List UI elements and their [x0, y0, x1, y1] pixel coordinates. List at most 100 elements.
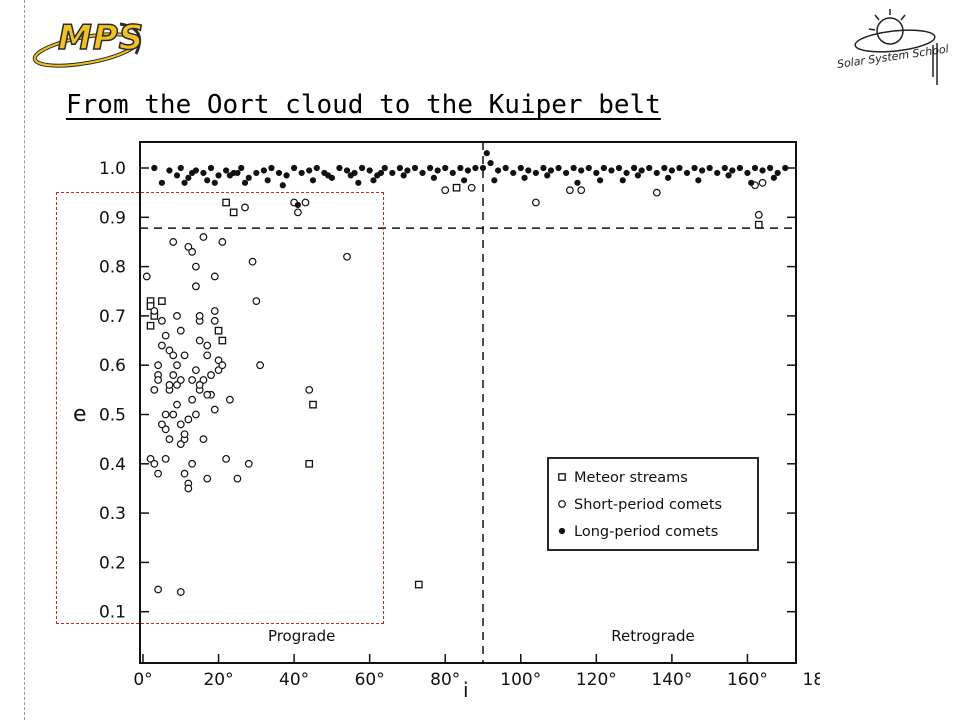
x-tick-label: 0° [133, 670, 152, 690]
mps-logo-icon [32, 22, 141, 68]
long-period-comets-point [547, 167, 555, 174]
long-period-comets-point [578, 167, 585, 174]
meteor-streams-point [146, 321, 155, 330]
long-period-comets-point [325, 172, 332, 179]
long-period-comets-point [404, 167, 411, 174]
highlight-box [56, 192, 384, 624]
short-period-comets-point [214, 356, 223, 365]
long-period-comets-point [759, 167, 766, 174]
meteor-streams-point [305, 459, 314, 468]
short-period-comets-point [169, 371, 178, 379]
long-period-comets-point [381, 164, 388, 172]
long-period-comets-point [774, 169, 781, 177]
long-period-comets-point [430, 174, 437, 181]
long-period-comets-point [521, 174, 528, 181]
long-period-comets-point [574, 179, 581, 186]
long-period-comets-point [479, 164, 487, 172]
long-period-comets-point [268, 164, 275, 172]
long-period-comets-point [226, 172, 233, 179]
short-period-comets-point [157, 420, 166, 429]
long-period-comets-point [699, 167, 706, 174]
short-period-comets-point [150, 385, 159, 394]
y-tick-label: 0.2 [99, 553, 126, 573]
short-period-comets-point [191, 410, 200, 419]
long-period-comets-point [751, 164, 759, 172]
long-period-comets-point [585, 164, 592, 172]
short-period-comets-point [256, 361, 265, 370]
short-period-comets-point [233, 474, 242, 483]
meteor-streams-point [229, 208, 238, 217]
meteor-streams-point [452, 183, 461, 192]
long-period-comets-point [359, 164, 366, 172]
long-period-comets-point [653, 169, 660, 177]
meteor-streams-point [158, 297, 166, 305]
long-period-comets-point [661, 164, 668, 172]
long-period-comets-point [665, 174, 672, 181]
long-period-comets-point [725, 172, 732, 179]
short-period-comets-point [154, 469, 163, 478]
long-period-comets-point [306, 167, 313, 174]
short-period-comets-point [210, 405, 219, 414]
short-period-comets-point [165, 346, 174, 355]
short-period-comets-point [173, 361, 181, 370]
long-period-comets-point [211, 179, 218, 186]
y-axis-label: e [73, 402, 87, 427]
long-period-comets-point [181, 179, 188, 186]
long-period-comets-point [668, 167, 675, 174]
long-period-comets-point [264, 177, 271, 184]
x-axis-label: i [463, 678, 469, 702]
long-period-comets-point [336, 164, 343, 172]
long-period-comets-point [389, 169, 396, 177]
short-period-comets-point [154, 361, 163, 370]
mps-logo-text: MPS [57, 17, 145, 59]
long-period-comets-point [189, 169, 196, 177]
short-period-comets-point [180, 351, 189, 360]
long-period-comets-point [646, 164, 653, 172]
long-period-comets-point [355, 179, 362, 186]
short-period-comets-point [157, 316, 166, 325]
short-period-comets-point [293, 208, 302, 217]
short-period-comets-point [176, 326, 185, 335]
long-period-comets-point [597, 177, 604, 184]
y-tick-label: 0.8 [99, 258, 126, 278]
long-period-comets-point [215, 172, 222, 179]
long-period-comets-point [366, 167, 373, 174]
short-period-comets-point [195, 311, 204, 320]
long-period-comets-point [593, 169, 600, 177]
x-tick-label: 160° [727, 670, 768, 690]
long-period-comets-point [748, 179, 755, 186]
long-period-comets-point [377, 169, 385, 177]
short-period-comets-point [169, 351, 178, 360]
short-period-comets-point [154, 376, 163, 384]
meteor-streams-point [214, 326, 223, 335]
short-period-comets-point [191, 262, 200, 271]
y-tick-label: 0.4 [99, 455, 126, 475]
short-period-comets-point [180, 430, 189, 439]
long-period-comets-point [683, 169, 691, 177]
long-period-comets-point [279, 182, 286, 189]
long-period-comets-point [185, 174, 192, 181]
long-period-comets-point [487, 159, 494, 167]
short-period-comets-point [176, 588, 185, 596]
short-period-comets-point [210, 316, 219, 325]
short-period-comets-point [169, 410, 178, 419]
legend-marker [558, 473, 566, 481]
long-period-comets-point [695, 177, 702, 184]
y-tick-label: 1.0 [99, 159, 126, 179]
short-period-comets-point [169, 238, 178, 246]
long-period-comets-point [419, 169, 426, 177]
short-period-comets-point [225, 395, 234, 404]
short-period-comets-point [467, 183, 476, 192]
long-period-comets-point [502, 164, 509, 172]
long-period-comets-point [744, 169, 751, 177]
short-period-comets-point [203, 390, 212, 399]
long-period-comets-point [729, 167, 736, 174]
long-period-comets-point [770, 174, 777, 181]
long-period-comets-point [283, 172, 290, 179]
long-period-comets-point [298, 169, 305, 177]
long-period-comets-point [544, 172, 551, 179]
short-period-comets-point [184, 242, 193, 251]
short-period-comets-point [252, 297, 261, 306]
long-period-comets-point [442, 164, 449, 172]
long-period-comets-point [313, 164, 320, 172]
